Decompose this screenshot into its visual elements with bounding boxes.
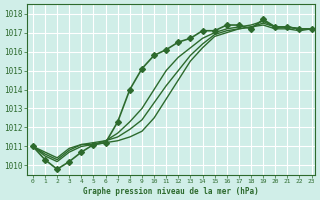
- X-axis label: Graphe pression niveau de la mer (hPa): Graphe pression niveau de la mer (hPa): [83, 187, 259, 196]
